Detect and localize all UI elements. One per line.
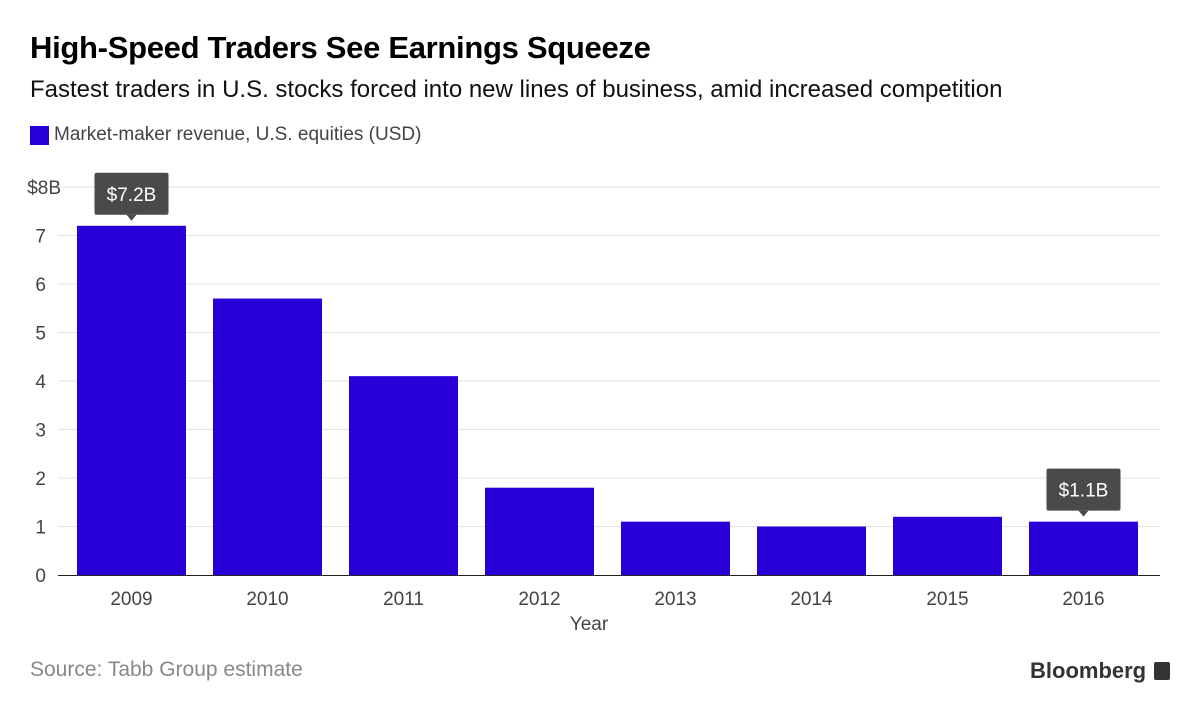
bar-2012 xyxy=(485,487,594,575)
y-tick-label: 5 xyxy=(35,324,46,345)
y-tick-label: 7 xyxy=(35,227,46,248)
data-label: $7.2B xyxy=(107,185,157,206)
bar-2014 xyxy=(757,526,866,575)
y-tick-label: 2 xyxy=(35,469,46,490)
x-tick-label: 2014 xyxy=(790,589,833,610)
bar-2009 xyxy=(77,225,186,576)
brand-text: Bloomberg xyxy=(1030,658,1147,683)
y-tick-label: $8B xyxy=(27,178,61,199)
data-label-box xyxy=(94,172,169,215)
x-tick-label: 2016 xyxy=(1062,589,1104,610)
bar-2010 xyxy=(213,298,322,575)
bloomberg-logo: Bloomberg xyxy=(1030,658,1171,684)
data-label: $1.1B xyxy=(1059,481,1109,502)
bar-2016 xyxy=(1029,521,1138,575)
chart-title: High-Speed Traders See Earnings Squeeze xyxy=(30,30,651,65)
legend-swatch xyxy=(30,125,49,145)
y-tick-label: 3 xyxy=(35,421,46,442)
x-tick-label: 2009 xyxy=(110,589,152,610)
chart-subtitle: Fastest traders in U.S. stocks forced in… xyxy=(30,76,1003,103)
source-note: Source: Tabb Group estimate xyxy=(30,658,303,681)
x-tick-label: 2013 xyxy=(654,589,696,610)
x-tick-label: 2015 xyxy=(926,589,968,610)
legend: Market-maker revenue, U.S. equities (USD… xyxy=(30,124,421,146)
x-tick-label: 2011 xyxy=(383,589,424,610)
x-tick-label: 2012 xyxy=(518,589,560,610)
bar-2015 xyxy=(893,516,1002,575)
y-tick-label: 0 xyxy=(35,566,46,587)
bar-2013 xyxy=(621,521,730,575)
y-tick-label: 6 xyxy=(35,275,46,296)
x-axis-title: Year xyxy=(570,614,609,635)
data-label-box xyxy=(1046,468,1121,511)
y-tick-label: 1 xyxy=(35,518,46,539)
data-label-pointer xyxy=(126,214,137,221)
x-tick-label: 2010 xyxy=(246,589,288,610)
data-label-pointer xyxy=(1078,510,1089,517)
bloomberg-chart-icon xyxy=(1154,662,1171,680)
legend-label: Market-maker revenue, U.S. equities (USD… xyxy=(54,124,422,145)
y-tick-label: 4 xyxy=(35,372,46,393)
bar-2011 xyxy=(349,376,458,575)
